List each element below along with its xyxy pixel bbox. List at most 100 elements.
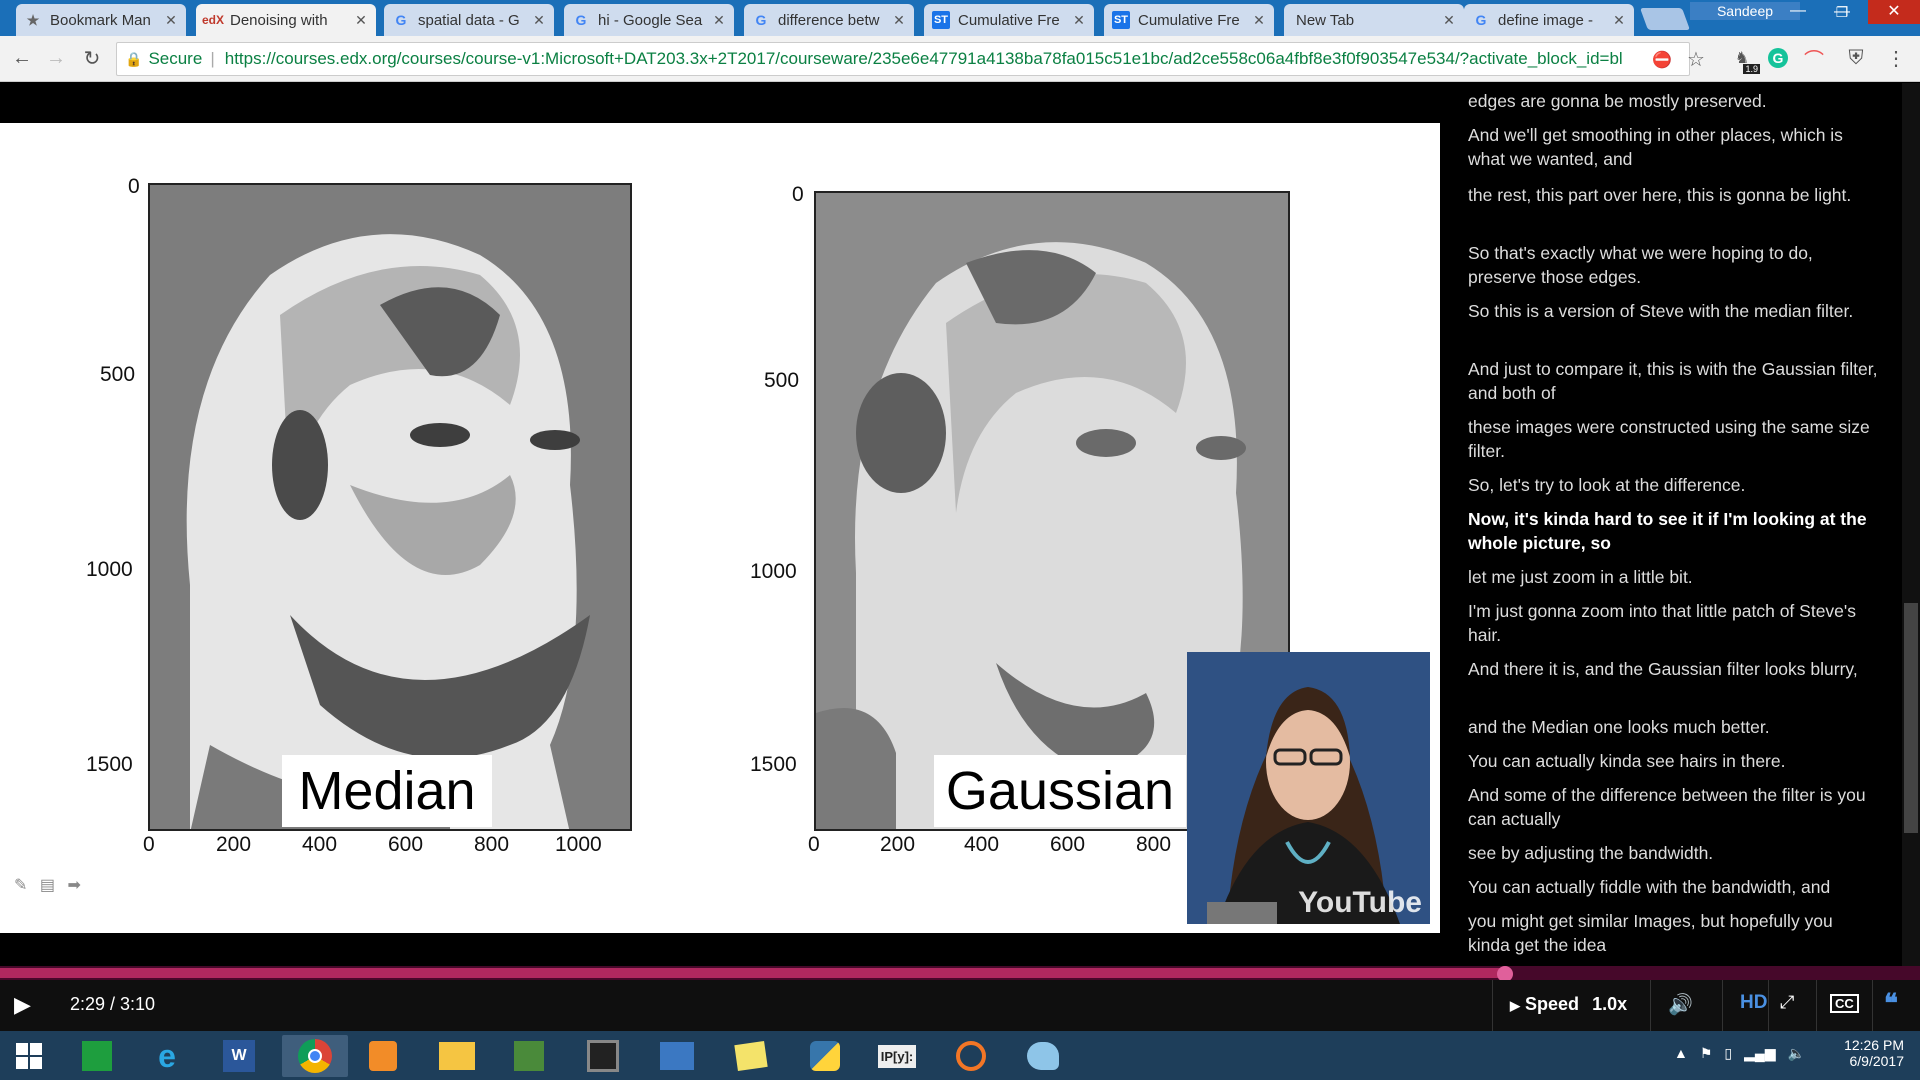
extension-arc-icon[interactable]: ⌒ [1800, 44, 1828, 72]
notes-icon[interactable]: ▤ [40, 877, 59, 894]
transcript-line[interactable]: and the Median one looks much better. [1468, 715, 1878, 739]
tab-difference[interactable]: G difference betw ✕ [744, 4, 914, 36]
restore-icon[interactable]: ❐ [1820, 0, 1864, 24]
transcript-line[interactable]: the rest, this part over here, this is g… [1468, 183, 1878, 207]
menu-icon[interactable]: ⋮ [1882, 44, 1910, 72]
word-icon[interactable]: W [214, 1035, 264, 1077]
jupyter-icon[interactable] [946, 1035, 996, 1077]
transcript-toggle-icon[interactable]: ❝ [1884, 988, 1898, 1019]
remote-desktop-icon[interactable] [652, 1035, 702, 1077]
close-tab-icon[interactable]: ✕ [532, 12, 546, 29]
bookmark-star-icon[interactable]: ☆ [1682, 45, 1710, 73]
transcript-line[interactable]: And we'll get smoothing in other places,… [1468, 123, 1878, 171]
chevron-up-icon[interactable]: ▲ [1674, 1045, 1688, 1062]
close-window-icon[interactable]: ✕ [1868, 0, 1920, 24]
tab-new-tab[interactable]: New Tab ✕ [1284, 4, 1464, 36]
youtube-watermark[interactable]: YouTube [1298, 886, 1422, 920]
file-explorer-icon[interactable] [432, 1035, 482, 1077]
scrollbar-thumb[interactable] [1904, 603, 1918, 833]
close-tab-icon[interactable]: ✕ [164, 12, 178, 29]
video-player[interactable]: 0 500 1000 1500 0 200 400 600 800 1000 M… [0, 83, 1440, 966]
blocked-icon[interactable]: ⛔ [1648, 46, 1676, 74]
tick-label: 0 [128, 175, 140, 199]
minimize-icon[interactable]: — [1776, 0, 1820, 24]
divider [1722, 980, 1723, 1031]
transcript-line[interactable]: And there it is, and the Gaussian filter… [1468, 657, 1878, 681]
speaker-icon[interactable]: 🔈 [1788, 1045, 1805, 1062]
gaussian-caption: Gaussian [934, 755, 1186, 827]
media-player-icon[interactable] [358, 1035, 408, 1077]
transcript-scrollbar[interactable] [1902, 83, 1920, 966]
tab-define-image[interactable]: G define image - ✕ [1464, 4, 1634, 36]
battery-icon[interactable]: ▯ [1724, 1045, 1732, 1062]
tab-google-search[interactable]: G hi - Google Sea ✕ [564, 4, 734, 36]
grammarly-icon[interactable]: G [1764, 44, 1792, 72]
paint-icon[interactable] [1018, 1035, 1068, 1077]
fullscreen-icon[interactable]: ⤢ [1780, 992, 1794, 1013]
divider [1816, 980, 1817, 1031]
volume-icon[interactable]: 🔊 [1668, 992, 1693, 1017]
secure-indicator[interactable]: 🔒 Secure [125, 49, 202, 69]
url-text[interactable]: https://courses.edx.org/courses/course-v… [225, 49, 1623, 69]
close-tab-icon[interactable]: ✕ [1442, 12, 1456, 29]
hd-toggle[interactable]: HD [1740, 992, 1767, 1014]
transcript-line[interactable]: edges are gonna be mostly preserved. [1468, 89, 1878, 113]
transcript-line[interactable]: So, let's try to look at the difference. [1468, 473, 1878, 497]
speed-control[interactable]: ▶ Speed 1.0x [1510, 994, 1627, 1015]
close-tab-icon[interactable]: ✕ [1072, 12, 1086, 29]
transcript-line[interactable]: And some of the difference between the f… [1468, 783, 1878, 831]
transcript-line[interactable]: let me just zoom in a little bit. [1468, 565, 1878, 589]
transcript-line[interactable]: So that's exactly what we were hoping to… [1468, 241, 1878, 289]
video-progress-bar[interactable] [0, 966, 1920, 980]
store-icon[interactable] [72, 1035, 122, 1077]
shield-icon[interactable]: ⛨ [1842, 44, 1870, 72]
google-icon: G [752, 11, 770, 29]
cc-button[interactable]: CC [1830, 994, 1859, 1013]
ipython-icon[interactable]: IP[y]: [872, 1035, 922, 1077]
arrow-right-icon[interactable]: ➡ [67, 877, 84, 894]
close-tab-icon[interactable]: ✕ [1252, 12, 1266, 29]
tab-title: spatial data - G [418, 12, 532, 29]
tab-cumulative-2[interactable]: ST Cumulative Fre ✕ [1104, 4, 1274, 36]
extension-icon[interactable]: ♞ 1.9 [1728, 44, 1756, 72]
windows-taskbar: e W IP[y]: ▲ ⚑ ▯ ▂▄▆ 🔈 12:26 PM 6/9/2017 [0, 1031, 1920, 1080]
internet-explorer-icon[interactable]: e [142, 1035, 192, 1077]
app-icon[interactable] [504, 1035, 554, 1077]
new-tab-button[interactable] [1640, 8, 1690, 30]
transcript-line[interactable]: And just to compare it, this is with the… [1468, 357, 1878, 405]
transcript-line[interactable]: You can actually kinda see hairs in ther… [1468, 749, 1878, 773]
transcript-line[interactable]: you might get similar Images, but hopefu… [1468, 909, 1878, 957]
tab-bookmark-manager[interactable]: ★ Bookmark Man ✕ [16, 4, 186, 36]
clock[interactable]: 12:26 PM 6/9/2017 [1824, 1037, 1904, 1069]
chrome-icon[interactable] [282, 1035, 348, 1077]
close-tab-icon[interactable]: ✕ [1612, 12, 1626, 29]
close-tab-icon[interactable]: ✕ [354, 12, 368, 29]
tab-cumulative-1[interactable]: ST Cumulative Fre ✕ [924, 4, 1094, 36]
python-icon[interactable] [800, 1035, 850, 1077]
transcript-line[interactable]: So this is a version of Steve with the m… [1468, 299, 1878, 323]
divider [1492, 980, 1493, 1031]
address-bar[interactable]: 🔒 Secure | https://courses.edx.org/cours… [116, 42, 1690, 76]
terminal-icon[interactable] [578, 1035, 628, 1077]
transcript-line[interactable]: I'm just gonna zoom into that little pat… [1468, 599, 1878, 647]
tab-spatial-data[interactable]: G spatial data - G ✕ [384, 4, 554, 36]
transcript-line-current[interactable]: Now, it's kinda hard to see it if I'm lo… [1468, 507, 1878, 555]
play-icon[interactable]: ▶ [14, 992, 31, 1018]
flag-icon[interactable]: ⚑ [1700, 1045, 1713, 1062]
windows-start-icon[interactable] [4, 1035, 54, 1077]
pencil-icon[interactable]: ✎ [14, 877, 31, 894]
tab-denoising[interactable]: edX Denoising with ✕ [196, 4, 376, 36]
transcript-line[interactable]: You can actually fiddle with the bandwid… [1468, 875, 1878, 899]
transcript-line[interactable]: see by adjusting the bandwidth. [1468, 841, 1878, 865]
sticky-notes-icon[interactable] [726, 1035, 776, 1077]
tick-label: 0 [808, 833, 820, 857]
transcript-line[interactable]: these images were constructed using the … [1468, 415, 1878, 463]
page-content: 0 500 1000 1500 0 200 400 600 800 1000 M… [0, 83, 1920, 966]
close-tab-icon[interactable]: ✕ [712, 12, 726, 29]
forward-arrow-icon[interactable]: → [42, 44, 70, 72]
close-tab-icon[interactable]: ✕ [892, 12, 906, 29]
back-arrow-icon[interactable]: ← [8, 44, 36, 72]
network-icon[interactable]: ▂▄▆ [1744, 1045, 1775, 1062]
annotation-tools[interactable]: ✎ ▤ ➡ [14, 875, 85, 895]
reload-icon[interactable]: ↻ [78, 44, 106, 72]
